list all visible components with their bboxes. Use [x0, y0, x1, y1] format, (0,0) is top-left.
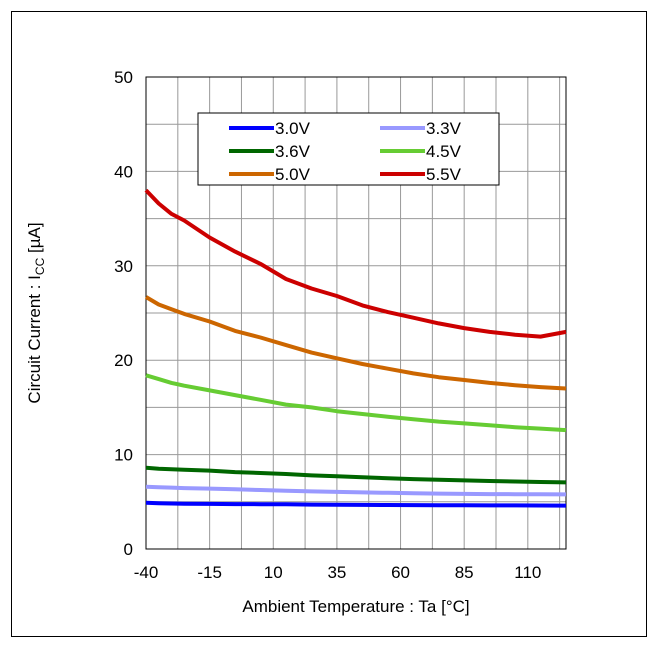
legend: 3.0V 3.3V 3.6V 4.5V 5.0V 5.5V — [197, 112, 500, 186]
y-tick-label: 20 — [114, 351, 133, 370]
series-line-3.3V — [145, 484, 567, 497]
x-axis-title: Ambient Temperature : Ta [°C] — [242, 597, 469, 616]
y-tick-label: 40 — [114, 162, 133, 181]
x-tick-label: 110 — [514, 563, 541, 582]
y-tick-label: 10 — [114, 446, 133, 465]
legend-label: 3.3V — [426, 119, 462, 138]
y-tick-label: 0 — [124, 540, 133, 559]
y-tick-label: 50 — [114, 68, 133, 87]
legend-label: 3.6V — [275, 142, 311, 161]
y-tick-label: 30 — [114, 257, 133, 276]
legend-label: 5.0V — [275, 165, 311, 184]
plot-area — [145, 76, 567, 550]
series-line-4.5V — [145, 373, 567, 433]
x-tick-label: -40 — [134, 563, 159, 582]
x-tick-label: 85 — [455, 563, 474, 582]
x-tick-label: 35 — [327, 563, 346, 582]
x-tick-label: -15 — [197, 563, 222, 582]
series-line-3.6V — [145, 465, 567, 485]
legend-label: 4.5V — [426, 142, 462, 161]
series-line-3.0V — [145, 500, 567, 508]
y-axis-title-prefix: Circuit Current : I — [25, 275, 44, 403]
series-line-5.0V — [144, 295, 567, 391]
series-layer — [144, 188, 567, 508]
y-axis-title-subscript: CC — [33, 257, 47, 275]
y-axis-title: Circuit Current : ICC [µA] — [25, 222, 47, 403]
x-tick-label: 10 — [264, 563, 283, 582]
x-tick-label: 60 — [391, 563, 410, 582]
y-axis-title-suffix: [µA] — [25, 222, 44, 257]
legend-label: 5.5V — [426, 165, 462, 184]
legend-label: 3.0V — [275, 119, 311, 138]
x-tick-labels: -40 -15 10 35 60 85 110 — [134, 563, 542, 582]
y-tick-labels: 0 10 20 30 40 50 — [114, 68, 133, 559]
series-line-5.5V — [144, 188, 567, 339]
